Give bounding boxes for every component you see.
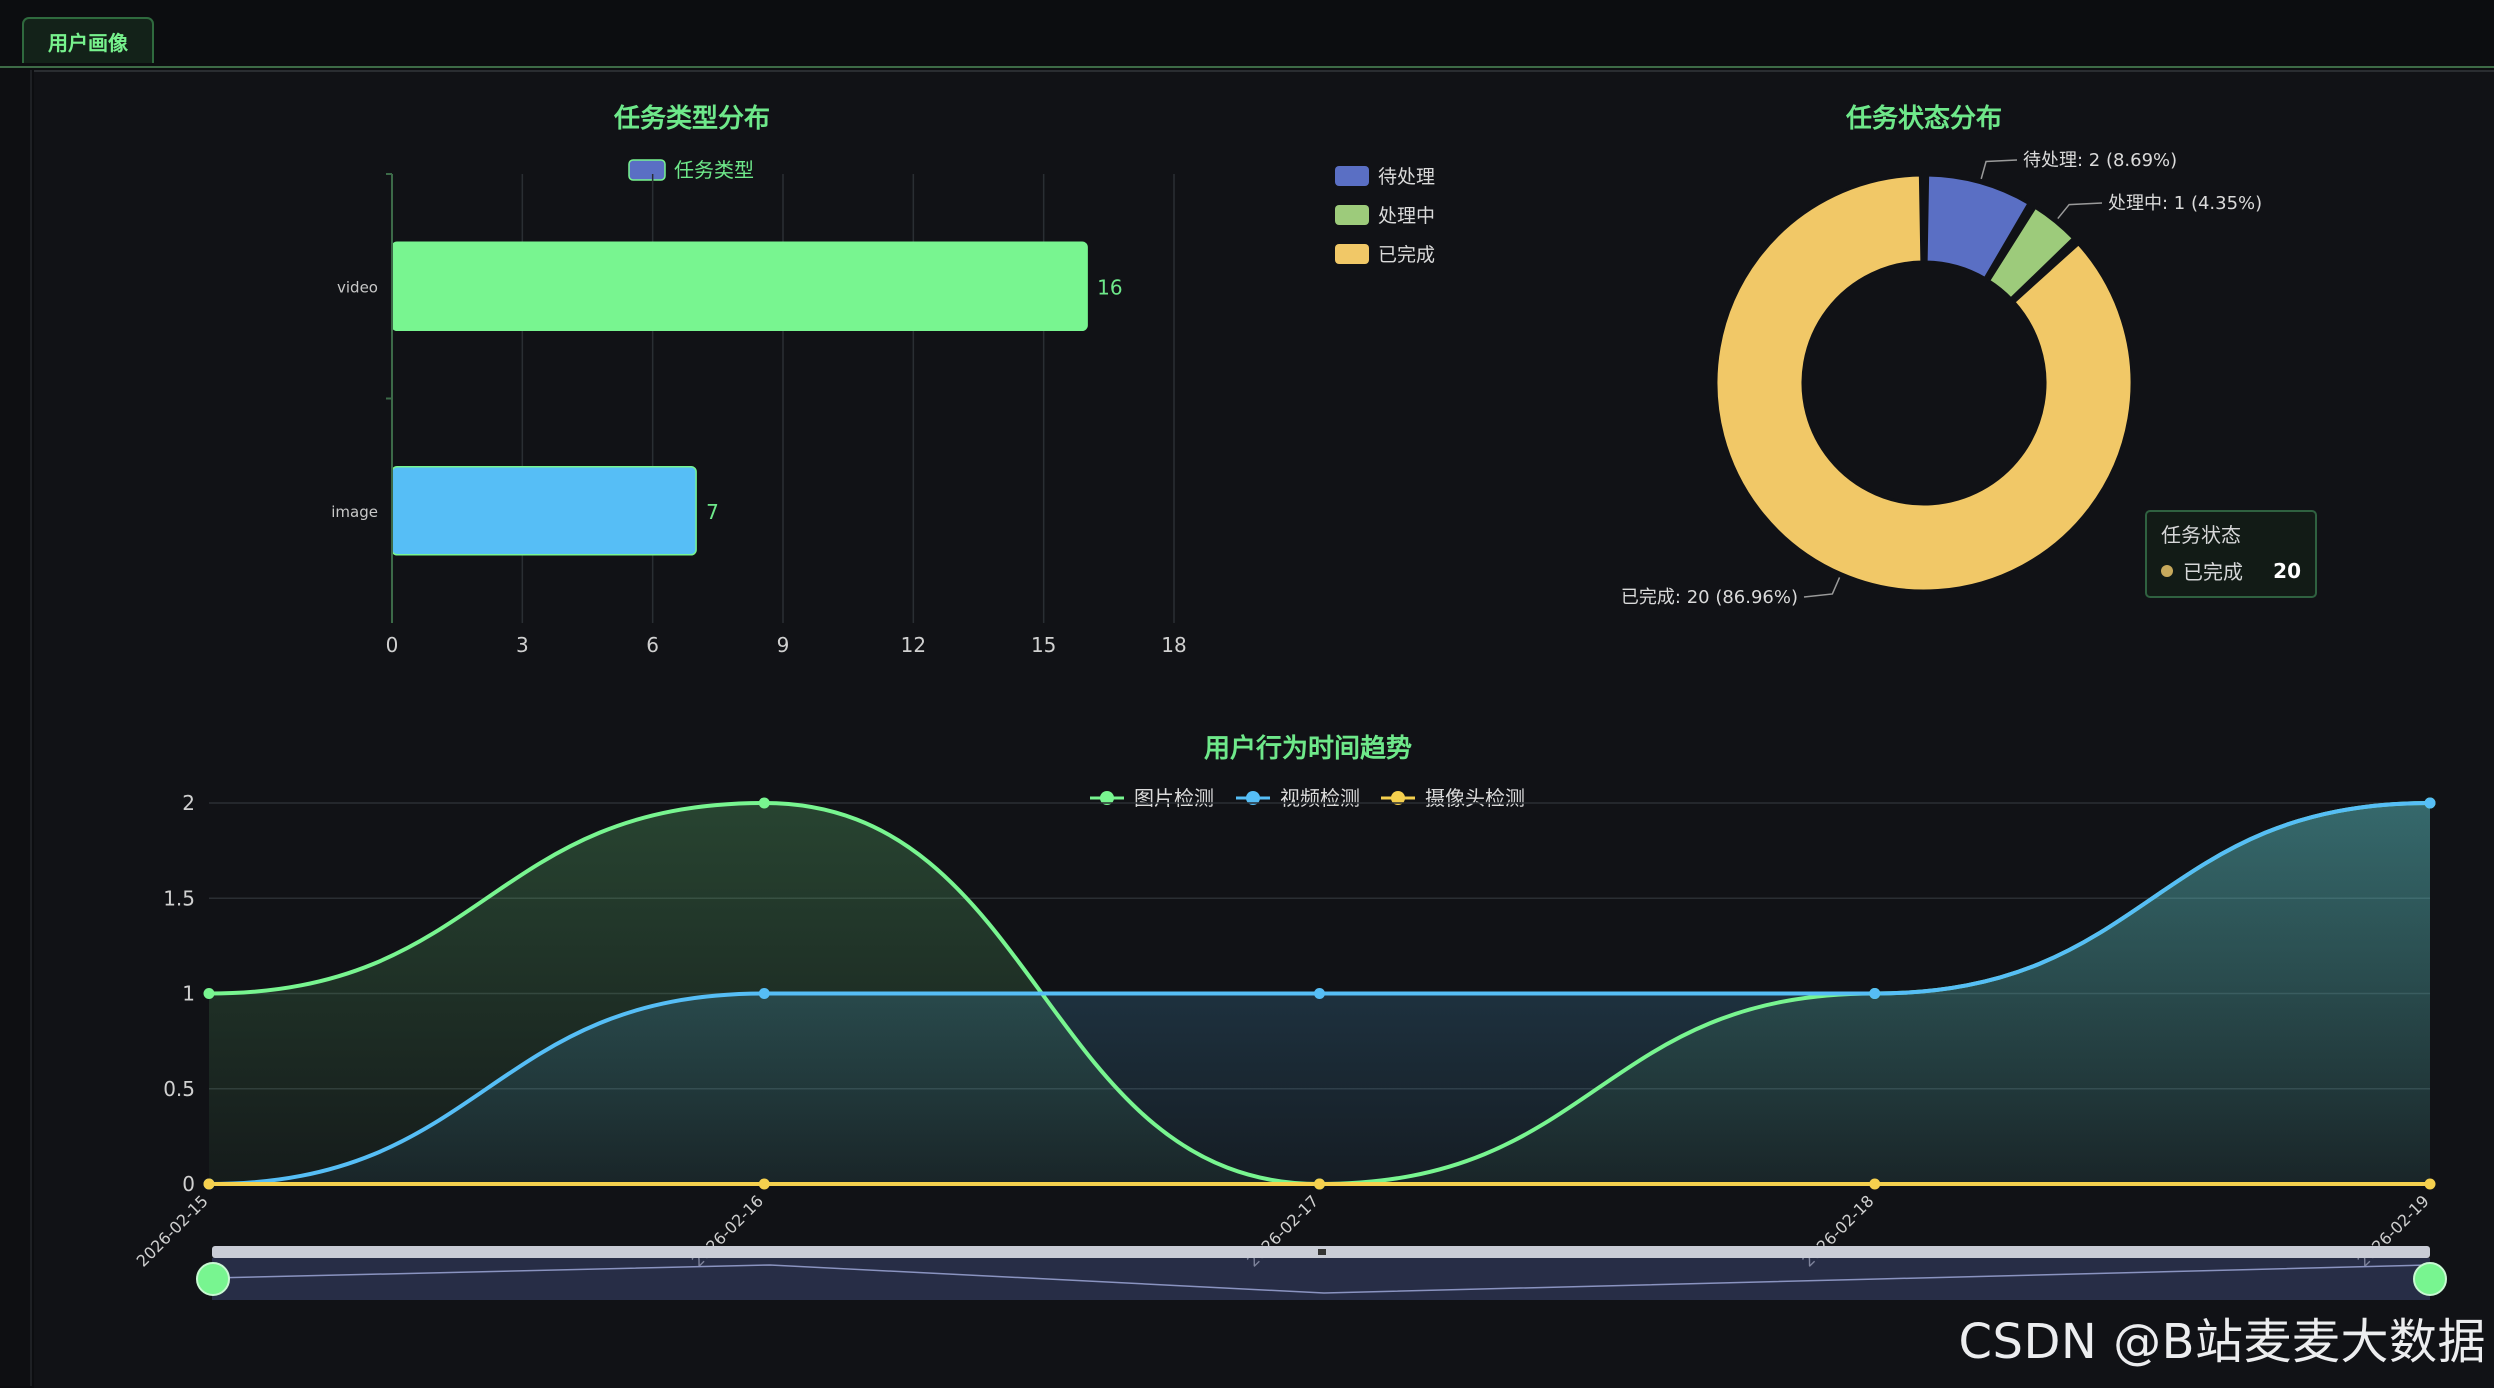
donut-legend-label: 待处理	[1378, 166, 1435, 188]
bar-video[interactable]	[392, 242, 1087, 330]
bar-y-category-label: image	[331, 503, 378, 521]
tooltip-row: 已完成 20	[2161, 556, 2301, 585]
bar-x-tick-label: 9	[777, 633, 790, 657]
donut-legend-swatch	[1335, 244, 1369, 264]
line-y-tick-label: 1.5	[163, 886, 195, 910]
donut-legend-item[interactable]: 待处理	[1335, 166, 1435, 188]
donut-slice-label: 处理中: 1 (4.35%)	[2108, 193, 2262, 214]
bar-x-tick-label: 15	[1031, 633, 1056, 657]
line-legend-item[interactable]: 摄像头检测	[1381, 786, 1525, 810]
donut-chart-title: 任务状态分布	[1845, 103, 2002, 134]
user-behavior-trend-chart: 用户行为时间趋势 图片检测 视频检测 摄像头检测 0 0.5 1 1.5 2 2026-02-…	[133, 733, 2446, 1300]
line-legend-label: 视频检测	[1280, 786, 1360, 810]
line-point[interactable]	[2425, 1179, 2436, 1190]
line-y-tick-label: 2	[182, 791, 195, 815]
bar-y-category-label: video	[337, 278, 378, 296]
donut-slice-label: 待处理: 2 (8.69%)	[2023, 150, 2177, 171]
donut-label-leader	[2058, 203, 2102, 219]
data-zoom-left-handle-icon[interactable]	[197, 1263, 229, 1295]
bar-chart-title: 任务类型分布	[613, 104, 770, 134]
donut-legend-item[interactable]: 处理中	[1335, 205, 1435, 227]
line-point[interactable]	[759, 798, 770, 809]
bar-x-tick-label: 18	[1161, 633, 1186, 657]
donut-legend-swatch	[1335, 205, 1369, 225]
line-y-tick-label: 0.5	[163, 1077, 195, 1101]
bar-legend-label: 任务类型	[674, 158, 754, 182]
tooltip-dot-icon	[2161, 565, 2173, 577]
bar-x-tick-label: 0	[386, 633, 399, 657]
tooltip-title: 任务状态	[2161, 522, 2301, 548]
donut-label-leader	[1804, 577, 1840, 597]
tooltip-name: 已完成	[2183, 556, 2243, 585]
line-point[interactable]	[759, 988, 770, 999]
bar-image[interactable]	[392, 467, 696, 555]
bar-legend[interactable]: 任务类型	[629, 158, 754, 182]
bar-value-label: 7	[706, 500, 719, 524]
line-x-tick-label: 2026-02-15	[133, 1191, 212, 1270]
line-point[interactable]	[204, 988, 215, 999]
data-zoom-right-handle-icon[interactable]	[2414, 1263, 2446, 1295]
line-point[interactable]	[1314, 988, 1325, 999]
donut-slice-label: 已完成: 20 (86.96%)	[1621, 587, 1798, 608]
watermark: CSDN @B站麦麦大数据	[1958, 1302, 2486, 1372]
line-point[interactable]	[1314, 1179, 1325, 1190]
donut-label-leader	[1981, 160, 2017, 179]
line-legend-item[interactable]: 视频检测	[1236, 786, 1360, 810]
tooltip-value: 20	[2273, 559, 2301, 583]
line-point[interactable]	[2425, 798, 2436, 809]
line-point[interactable]	[759, 1179, 770, 1190]
task-type-bar-chart: 任务类型分布 任务类型 16 7 0 3 6 9 12 15 18 video image	[331, 104, 1186, 657]
bar-x-tick-label: 3	[516, 633, 529, 657]
line-legend-label: 摄像头检测	[1425, 786, 1525, 810]
line-chart-title: 用户行为时间趋势	[1204, 733, 1412, 764]
data-zoom-slider[interactable]	[197, 1246, 2446, 1300]
bar-x-tick-label: 12	[901, 633, 926, 657]
line-legend-label: 图片检测	[1134, 786, 1214, 810]
donut-tooltip: 任务状态 已完成 20	[2145, 510, 2317, 598]
line-y-tick-label: 0	[182, 1172, 195, 1196]
line-point[interactable]	[1869, 1179, 1880, 1190]
line-point[interactable]	[204, 1179, 215, 1190]
donut-legend-label: 已完成	[1378, 244, 1435, 266]
line-y-tick-label: 1	[182, 982, 195, 1006]
line-legend-item[interactable]: 图片检测	[1090, 786, 1214, 810]
donut-legend-item[interactable]: 已完成	[1335, 244, 1435, 266]
donut-legend-swatch	[1335, 166, 1369, 186]
donut-legend-label: 处理中	[1378, 205, 1435, 227]
data-zoom-grip-icon[interactable]	[1318, 1249, 1326, 1255]
data-zoom-window[interactable]	[212, 1258, 2430, 1300]
bar-x-tick-label: 6	[646, 633, 659, 657]
bar-legend-swatch	[629, 160, 665, 180]
bar-value-label: 16	[1097, 275, 1122, 299]
line-point[interactable]	[1869, 988, 1880, 999]
